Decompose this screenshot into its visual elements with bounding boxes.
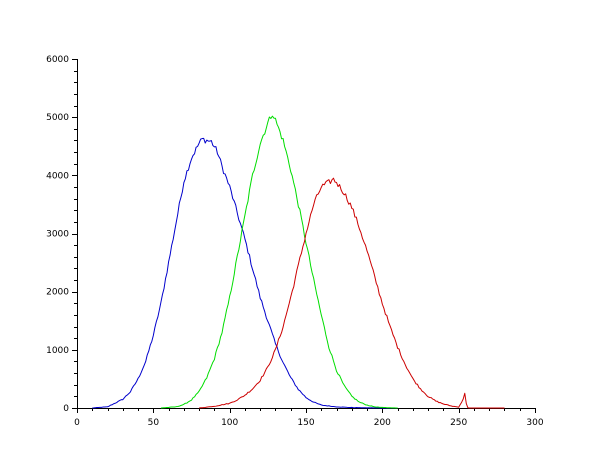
- x-tick-label: 200: [374, 418, 391, 428]
- ticks: 0 50 100 150 200 250 3000100020003000400050006…: [46, 55, 544, 428]
- x-tick-label: 0: [74, 418, 80, 428]
- y-tick-label: 5000: [46, 113, 69, 123]
- y-tick-label: 0: [63, 404, 69, 414]
- y-tick-label: 6000: [46, 55, 69, 65]
- x-tick-label: 50: [148, 418, 160, 428]
- y-tick-label: 2000: [46, 288, 69, 298]
- blue-series-line: [92, 137, 398, 409]
- y-tick-label: 1000: [46, 346, 69, 356]
- y-tick-label: 3000: [46, 230, 69, 240]
- series-lines: [92, 115, 505, 409]
- x-tick-label: 150: [297, 418, 314, 428]
- y-tick-label: 4000: [46, 171, 69, 181]
- x-tick-label: 100: [221, 418, 238, 428]
- green-series-line: [160, 115, 398, 409]
- x-tick-label: 250: [450, 418, 467, 428]
- x-tick-label: 300: [526, 418, 543, 428]
- red-series-line: [199, 177, 505, 409]
